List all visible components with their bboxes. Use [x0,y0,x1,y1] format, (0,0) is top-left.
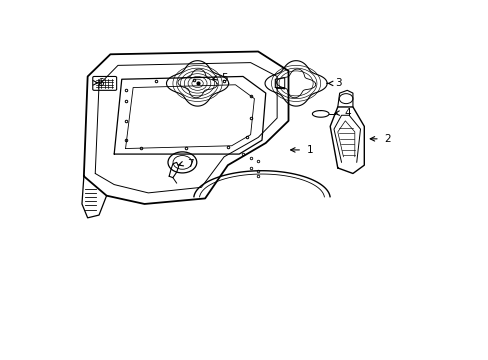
Text: 7: 7 [186,159,193,169]
Text: 6: 6 [97,78,103,88]
Text: 2: 2 [383,134,390,144]
Text: 5: 5 [221,73,227,83]
Text: 3: 3 [334,78,341,89]
Text: 1: 1 [305,145,312,155]
Text: 4: 4 [344,108,350,118]
